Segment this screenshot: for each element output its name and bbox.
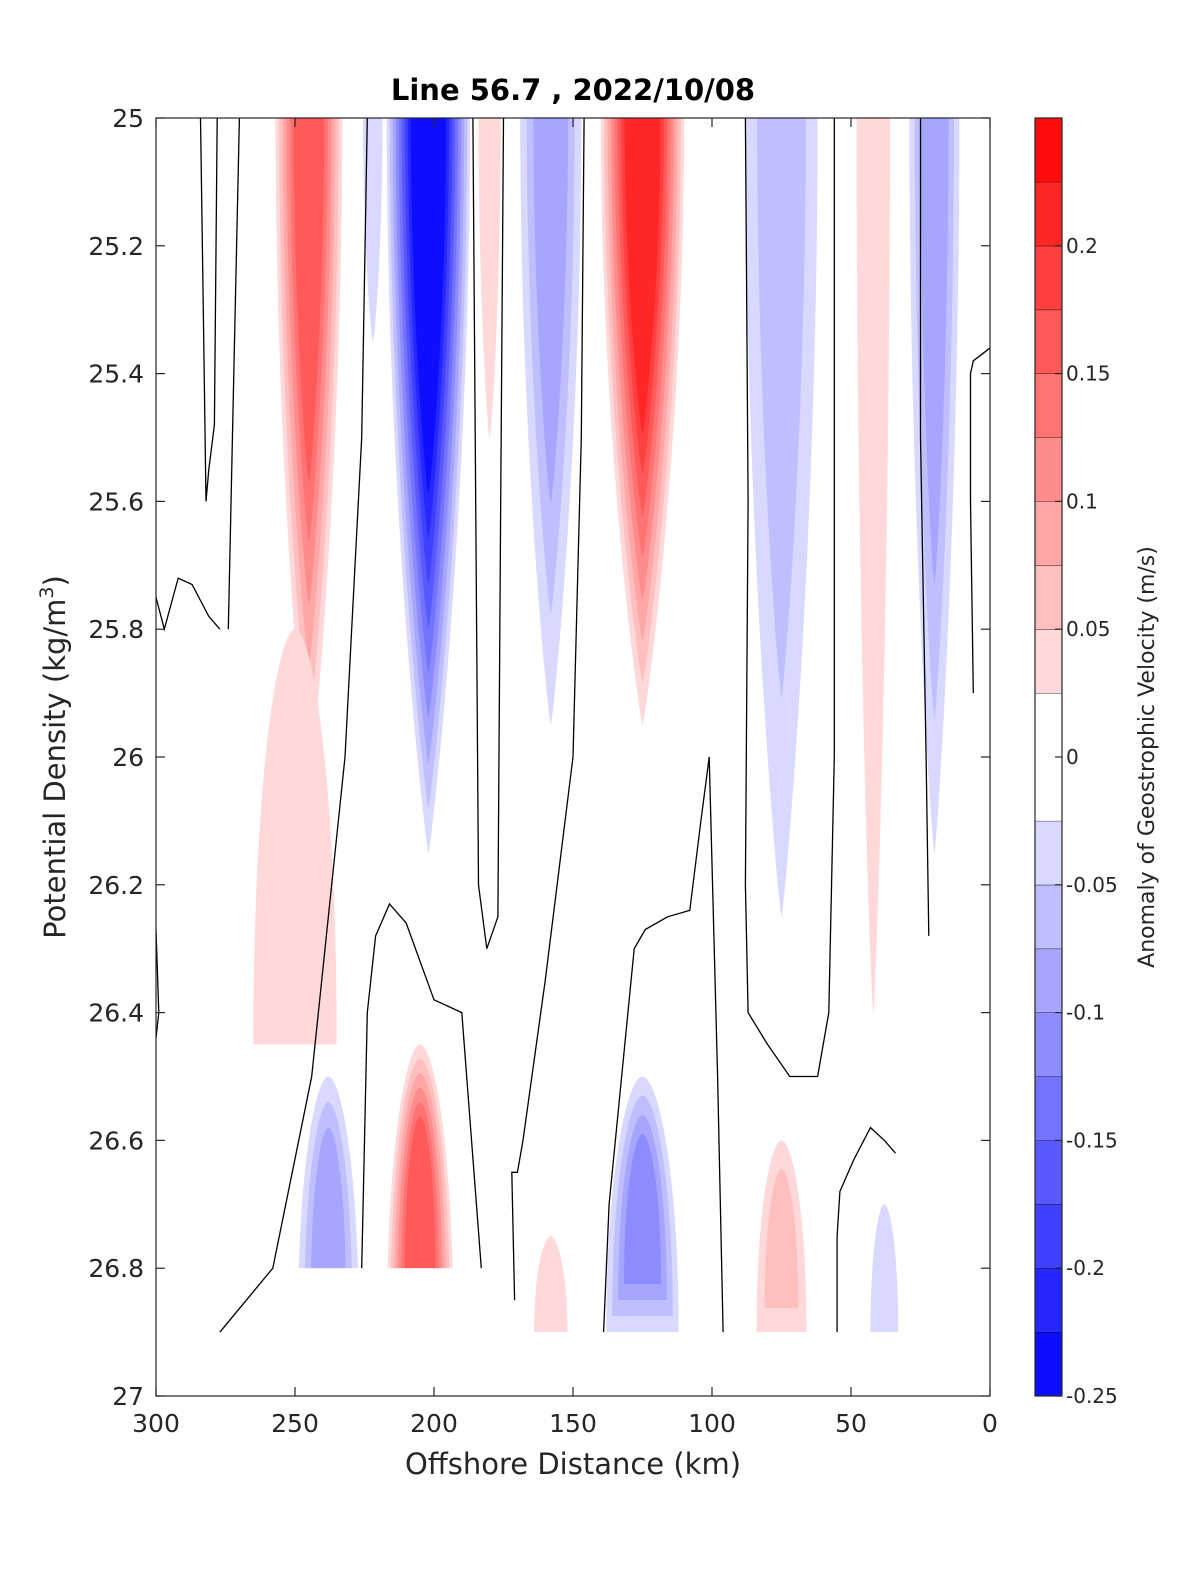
y-tick-label-9: 26.8: [88, 1254, 144, 1283]
contour-band-9-1: [363, 118, 383, 342]
colorbar-tick-label-2: 0.1: [1066, 489, 1098, 513]
colorbar-tick-label-1: 0.15: [1066, 362, 1111, 386]
contour-band-7-3: [920, 118, 949, 584]
colorbar-band-8: [1035, 820, 1062, 885]
colorbar-tick-label-3: 0.05: [1066, 617, 1111, 641]
contour-band-10-3: [311, 1127, 346, 1290]
contour-band-3-3: [533, 118, 569, 503]
masked-region-rect: [295, 1268, 482, 1396]
contour-band-4-8: [624, 118, 661, 433]
y-axis-label-sup: 3: [36, 586, 58, 598]
y-tick-label-10: 27: [112, 1382, 144, 1411]
y-tick-label-5: 26: [112, 743, 144, 772]
zero-contour-line-6: [472, 118, 505, 949]
x-tick-label-3: 150: [549, 1409, 597, 1438]
colorbar-band-0: [1035, 1332, 1062, 1396]
zero-contour-line-5: [361, 902, 482, 1269]
colorbar-tick-label-4: 0: [1066, 745, 1079, 769]
masked-region: [295, 1268, 482, 1396]
contour-band-13-2: [764, 1169, 799, 1309]
colorbar-tick-label-0: 0.2: [1066, 234, 1098, 258]
colorbar-tick-label-6: -0.1: [1066, 1001, 1105, 1025]
zero-contour-line-2: [227, 118, 241, 630]
contour-band-8-1: [478, 118, 501, 438]
chart-title: Line 56.7 , 2022/10/08: [391, 73, 755, 107]
x-tick-label-5: 50: [835, 1409, 867, 1438]
y-tick-label-4: 25.8: [88, 615, 144, 644]
colorbar-tick-label-8: -0.2: [1066, 1256, 1105, 1280]
y-axis-label-text: Potential Density (kg/m: [38, 599, 72, 939]
y-tick-label-6: 26.2: [88, 871, 144, 900]
colorbar-tick-label-7: -0.15: [1066, 1128, 1118, 1152]
colorbar-band-11: [1035, 565, 1062, 630]
y-axis-ticks: 25 25.2 25.4 25.6 25.8 26 26.2 26.4 26.6 26.8 27: [88, 104, 990, 1411]
y-tick-label-7: 26.4: [88, 999, 144, 1028]
colorbar-band-15: [1035, 309, 1062, 374]
contour-band-2-9: [410, 118, 447, 494]
contour-band-14-1: [534, 1236, 568, 1333]
contour-band-12-4: [623, 1134, 662, 1285]
x-tick-label-2: 200: [410, 1409, 458, 1438]
x-tick-label-0: 300: [132, 1409, 180, 1438]
colorbar-band-12: [1035, 501, 1062, 566]
colorbar-tick-label-5: -0.05: [1066, 873, 1118, 897]
colorbar-band-17: [1035, 181, 1062, 246]
zero-contour-lines: [156, 118, 990, 1333]
y-tick-label-0: 25: [112, 104, 144, 133]
contour-band-11-6: [404, 1116, 436, 1273]
zero-contour-line-12: [969, 347, 990, 694]
colorbar-band-14: [1035, 373, 1062, 438]
zero-contour-line-8: [602, 756, 724, 1333]
zero-contour-line-1: [199, 118, 218, 502]
x-axis-label: Offshore Distance (km): [405, 1447, 741, 1481]
colorbar-band-4: [1035, 1076, 1062, 1141]
colorbar-band-2: [1035, 1204, 1062, 1269]
contour-band-1-1: [253, 629, 337, 1045]
y-tick-label-2: 25.4: [88, 360, 144, 389]
x-tick-label-1: 250: [271, 1409, 319, 1438]
contour-band-6-1: [856, 118, 890, 1013]
colorbar-band-5: [1035, 1012, 1062, 1077]
colorbar-band-7: [1035, 884, 1062, 949]
y-axis-label-close: ): [38, 575, 72, 586]
colorbar-band-1: [1035, 1268, 1062, 1333]
y-tick-label-8: 26.6: [88, 1126, 144, 1155]
contour-band-5-2: [757, 118, 806, 698]
colorbar-band-16: [1035, 245, 1062, 310]
colorbar: [1035, 117, 1062, 1396]
colorbar-band-18: [1035, 118, 1062, 182]
colorbar-band-6: [1035, 948, 1062, 1013]
zero-contour-line-7: [511, 118, 585, 1301]
zero-contour-line-4: [219, 118, 368, 1333]
colorbar-band-13: [1035, 437, 1062, 502]
zero-contour-line-11: [919, 118, 930, 936]
y-axis-label: Potential Density (kg/m3): [36, 575, 72, 939]
x-tick-label-6: 0: [982, 1409, 998, 1438]
zero-contour-line-0: [156, 577, 221, 632]
x-tick-label-4: 100: [688, 1409, 736, 1438]
y-tick-label-3: 25.6: [88, 487, 144, 516]
zero-contour-line-9: [744, 118, 835, 1078]
zero-contour-line-10: [836, 1126, 896, 1333]
contour-fills: [253, 118, 960, 1333]
y-tick-label-1: 25.2: [88, 232, 144, 261]
colorbar-band-10: [1035, 629, 1062, 694]
colorbar-label: Anomaly of Geostrophic Velocity (m/s): [1135, 546, 1160, 968]
colorbar-ticks: 0.2 0.15 0.1 0.05 0 -0.05 -0.1 -0.15 -0.2 -0.25: [1055, 234, 1118, 1408]
contour-band-15-1: [870, 1204, 899, 1333]
colorbar-tick-label-9: -0.25: [1066, 1384, 1118, 1408]
colorbar-band-3: [1035, 1140, 1062, 1205]
contour-band-0-6: [293, 118, 325, 482]
x-axis-ticks: 300 250 200 150 100 50 0: [132, 118, 998, 1438]
